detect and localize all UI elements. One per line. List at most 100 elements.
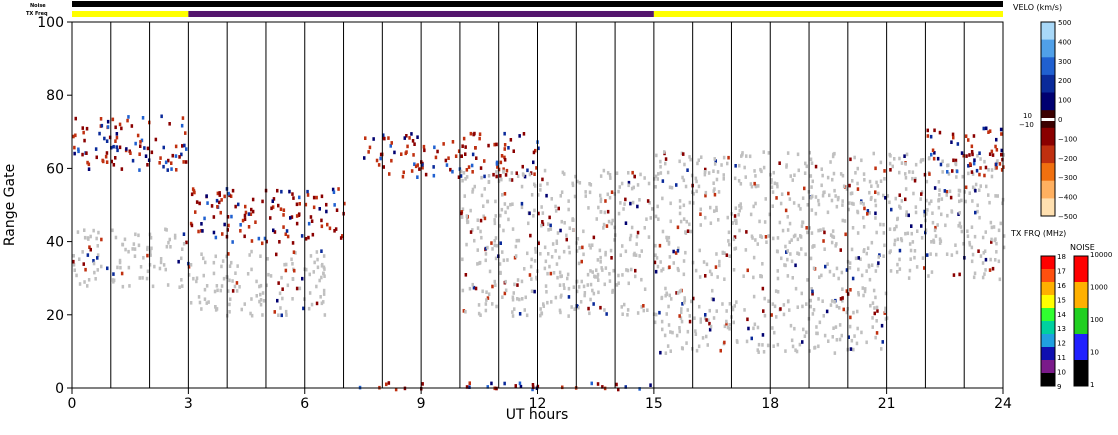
echo-cell (537, 193, 540, 197)
echo-cell (312, 205, 316, 210)
echo-cell (710, 297, 714, 301)
echo-cell (606, 209, 610, 214)
echo-cell (589, 269, 592, 273)
echo-cell (495, 174, 498, 179)
txfreq-swatch (1041, 295, 1055, 309)
echo-cell (985, 184, 988, 189)
echo-cell (752, 255, 756, 260)
echo-cell (904, 187, 908, 191)
echo-cell (907, 276, 911, 280)
echo-cell (86, 253, 90, 257)
echo-cell (504, 288, 508, 293)
echo-cell (708, 327, 712, 332)
echo-cell (194, 210, 197, 214)
echo-cell (131, 158, 135, 163)
echo-cell (108, 135, 112, 140)
echo-cell (871, 316, 874, 320)
echo-cell (503, 192, 507, 196)
echo-cell (128, 149, 131, 154)
echo-cell (653, 320, 657, 325)
echo-cell (205, 194, 208, 198)
echo-cell (454, 154, 458, 158)
echo-cell (694, 329, 697, 333)
txfreq-swatch (1041, 334, 1055, 348)
echo-cell (900, 199, 904, 203)
echo-cell (889, 154, 892, 158)
echo-cell (862, 215, 865, 220)
echo-cell (581, 245, 584, 250)
echo-cell (461, 144, 464, 148)
echo-cell (878, 253, 881, 257)
echo-cell (882, 222, 885, 227)
echo-cell (965, 154, 968, 158)
echo-cell (759, 274, 762, 278)
echo-cell (708, 269, 712, 274)
echo-cell (173, 233, 177, 238)
echo-cell (559, 228, 562, 233)
echo-cell (874, 269, 878, 273)
echo-cell (874, 216, 877, 220)
echo-cell (237, 202, 240, 207)
echo-cell (251, 209, 255, 214)
echo-cell (284, 309, 288, 314)
echo-cell (582, 284, 586, 289)
echo-cell (539, 307, 542, 311)
echo-cell (634, 253, 638, 257)
echo-cell (748, 154, 752, 159)
echo-cell (92, 259, 95, 263)
echo-cell (295, 214, 299, 218)
echo-cell (704, 193, 707, 198)
echo-cell (507, 217, 510, 222)
echo-cell (326, 222, 329, 227)
echo-cell (295, 221, 299, 226)
echo-cell (184, 160, 188, 164)
echo-cell (550, 197, 553, 201)
echo-cell (696, 161, 699, 166)
echo-cell (150, 150, 154, 155)
echo-cell (972, 161, 976, 166)
echo-cell (471, 170, 474, 174)
echo-cell (460, 215, 464, 219)
echo-cell (311, 232, 315, 237)
echo-cell (856, 326, 859, 331)
echo-cell (999, 221, 1002, 226)
echo-cell (473, 184, 476, 189)
echo-cell (573, 307, 576, 311)
txfreq-colorbar-title: TX FRQ (MHz) (1010, 229, 1066, 238)
echo-cell (230, 214, 233, 219)
echo-cell (732, 237, 736, 242)
echo-cell (495, 243, 498, 248)
echo-cell (279, 306, 282, 310)
echo-cell (278, 240, 281, 244)
echo-cell (530, 193, 534, 197)
echo-cell (665, 312, 668, 316)
echo-cell (830, 240, 834, 245)
echo-cell (521, 172, 525, 176)
echo-cell (180, 152, 183, 157)
echo-cell (851, 226, 855, 230)
echo-cell (216, 191, 220, 196)
echo-cell (515, 238, 518, 243)
echo-cell (164, 160, 168, 165)
echo-cell (480, 175, 483, 180)
echo-cell (760, 169, 763, 174)
echo-cell (493, 142, 496, 147)
echo-cell (810, 287, 813, 291)
echo-cell (984, 268, 987, 272)
echo-cell (265, 283, 268, 288)
echo-cell (771, 204, 774, 208)
echo-cell (96, 268, 99, 272)
echo-cell (281, 287, 284, 291)
echo-cell (617, 281, 620, 285)
echo-cell (831, 234, 834, 239)
echo-cell (723, 277, 726, 281)
echo-cell (835, 204, 839, 209)
echo-cell (971, 252, 975, 257)
echo-cell (775, 315, 778, 319)
echo-cell (82, 262, 85, 266)
echo-cell (833, 188, 836, 193)
echo-cell (318, 207, 321, 211)
echo-cell (483, 187, 486, 191)
echo-cell (788, 221, 792, 226)
echo-cell (133, 254, 137, 258)
